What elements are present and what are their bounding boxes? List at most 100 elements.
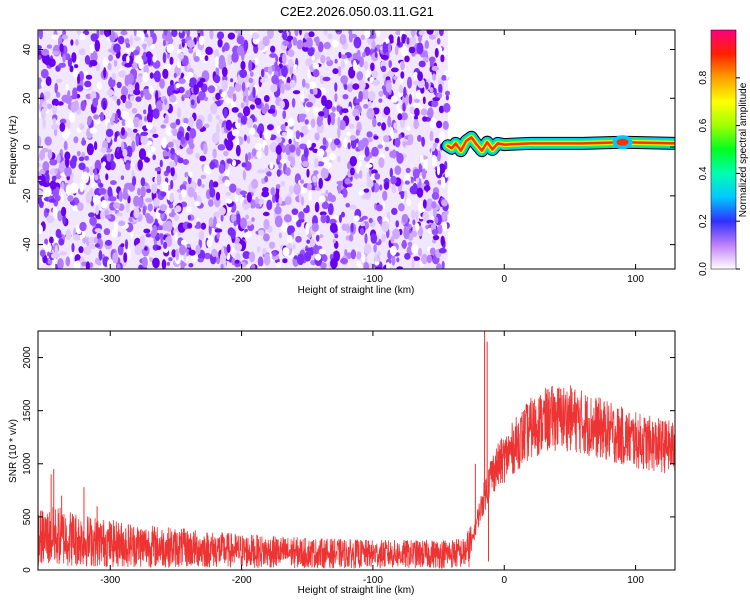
heatmap-cell xyxy=(401,213,409,224)
heatmap-cell xyxy=(233,220,238,227)
heatmap-cell xyxy=(284,122,288,127)
heatmap-cell xyxy=(88,212,95,218)
heatmap-cell xyxy=(44,187,52,197)
heatmap-cell xyxy=(103,67,107,79)
heatmap-cell xyxy=(420,108,428,116)
heatmap-cell xyxy=(204,252,212,260)
heatmap-cell xyxy=(161,181,169,194)
heatmap-cell xyxy=(348,123,355,129)
heatmap-cell xyxy=(390,127,394,139)
heatmap-cell xyxy=(96,189,100,195)
heatmap-cell xyxy=(38,44,42,51)
heatmap-cell xyxy=(441,176,446,189)
heatmap-cell xyxy=(85,74,93,80)
heatmap-cell xyxy=(73,100,79,111)
heatmap-cell xyxy=(308,189,312,202)
heatmap-cell xyxy=(348,234,354,242)
heatmap-cell xyxy=(38,54,42,61)
heatmap-cell xyxy=(270,84,278,93)
heatmap-cell xyxy=(363,188,370,193)
heatmap-cell xyxy=(249,83,253,92)
heatmap-cell xyxy=(169,94,177,103)
heatmap-cell xyxy=(231,159,237,167)
heatmap-cell xyxy=(214,228,223,233)
heatmap-cell xyxy=(195,152,200,159)
heatmap-cell xyxy=(236,213,241,226)
heatmap-cell xyxy=(258,229,265,236)
heatmap-cell xyxy=(205,46,213,55)
heatmap-cell xyxy=(88,236,96,244)
heatmap-cell xyxy=(408,46,416,54)
heatmap-cell xyxy=(263,130,272,141)
heatmap-cell xyxy=(84,155,89,161)
heatmap-cell xyxy=(391,254,396,266)
heatmap-cell xyxy=(418,60,426,68)
heatmap-cell xyxy=(312,175,317,183)
heatmap-cell xyxy=(322,106,330,119)
heatmap-cell xyxy=(338,51,342,59)
heatmap-cell xyxy=(362,51,366,58)
heatmap-cell xyxy=(300,90,305,102)
heatmap-cell xyxy=(52,188,59,198)
heatmap-cell xyxy=(330,257,338,269)
heatmap-cell xyxy=(334,82,338,92)
heatmap-cell xyxy=(132,116,141,128)
heatmap-cell xyxy=(80,100,86,112)
heatmap-cell xyxy=(394,165,402,175)
heatmap-cell xyxy=(129,95,135,102)
heatmap-cell xyxy=(318,248,327,255)
heatmap-cell xyxy=(416,42,424,55)
heatmap-cell xyxy=(184,171,189,178)
heatmap-cell xyxy=(204,123,210,129)
heatmap-cell xyxy=(353,36,362,49)
x-tick-label: 0 xyxy=(501,575,507,586)
heatmap-cell xyxy=(341,223,348,231)
heatmap-cell xyxy=(294,30,299,37)
heatmap-cell xyxy=(440,235,445,247)
heatmap-cell xyxy=(418,247,423,257)
heatmap-cell xyxy=(231,107,239,113)
heatmap-cell xyxy=(99,111,104,122)
heatmap-cell xyxy=(322,137,327,146)
heatmap-cell xyxy=(374,257,380,262)
heatmap-cell xyxy=(103,100,106,111)
heatmap-cell xyxy=(276,125,281,134)
heatmap-cell xyxy=(223,150,229,157)
heatmap-cell xyxy=(406,126,411,131)
heatmap-cell xyxy=(441,260,445,269)
heatmap-cell xyxy=(379,184,383,191)
heatmap-cell xyxy=(406,37,410,45)
y-tick-label: 40 xyxy=(22,44,33,56)
heatmap-cell xyxy=(215,92,221,101)
heatmap-cell xyxy=(220,213,224,222)
heatmap-cell xyxy=(272,251,277,257)
heatmap-cell xyxy=(440,54,445,63)
heatmap-cell xyxy=(366,179,374,188)
heatmap-cell xyxy=(114,131,118,139)
heatmap-cell xyxy=(235,159,241,165)
heatmap-cell xyxy=(130,161,134,168)
heatmap-cell xyxy=(173,214,180,222)
heatmap-cell xyxy=(235,122,241,129)
heatmap-cell xyxy=(57,258,64,269)
heatmap-cell xyxy=(185,132,190,141)
heatmap-cell xyxy=(422,96,426,105)
heatmap-cell xyxy=(108,196,117,202)
heatmap-cell xyxy=(281,65,288,77)
heatmap-cell xyxy=(445,90,450,96)
heatmap-cell xyxy=(73,260,81,269)
heatmap-cell xyxy=(151,183,158,194)
heatmap-cell xyxy=(68,111,76,123)
heatmap-cell xyxy=(434,137,440,144)
heatmap-cell xyxy=(76,150,81,157)
heatmap-cell xyxy=(140,134,148,146)
heatmap-cell xyxy=(200,222,207,230)
heatmap-cell xyxy=(216,256,221,265)
heatmap-cell xyxy=(332,68,339,75)
heatmap-cell xyxy=(234,82,242,92)
heatmap-cell xyxy=(225,191,232,197)
heatmap-cell xyxy=(135,135,140,147)
heatmap-cell xyxy=(323,161,332,169)
heatmap-cell xyxy=(356,49,361,61)
heatmap-cell xyxy=(186,243,191,248)
